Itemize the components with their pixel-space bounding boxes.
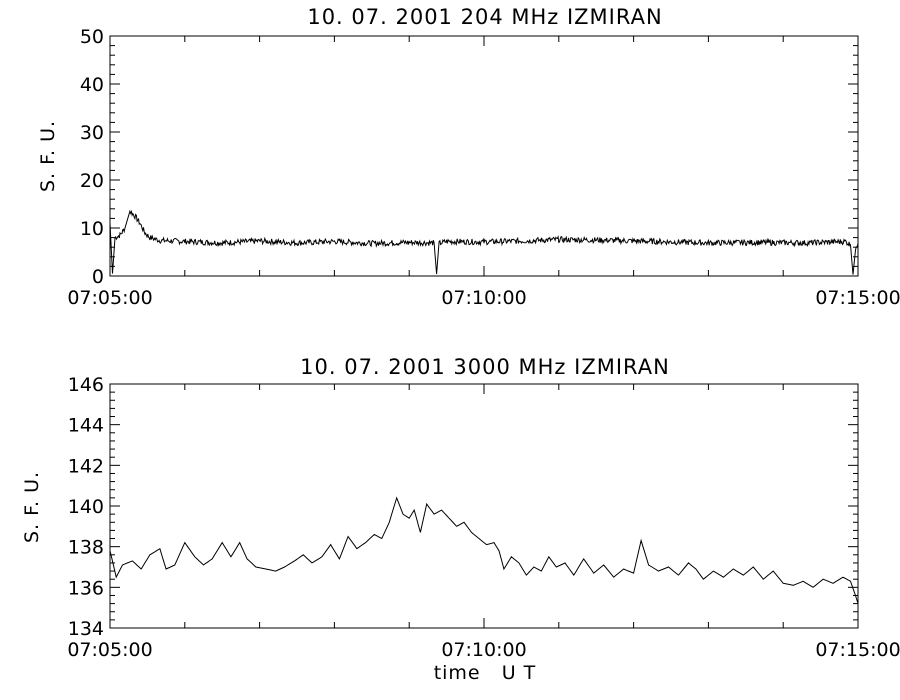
x-tick-labels: 07:05:00 07:10:00 07:15:00 <box>67 287 900 309</box>
chart-panel-3000mhz: 10. 07. 2001 3000 MHz IZMIRAN 1341361381… <box>21 355 900 684</box>
y-tick-label: 140 <box>68 496 104 518</box>
x-tick-label: 07:05:00 <box>67 287 152 309</box>
y-tick-label: 142 <box>68 455 104 477</box>
y-tick-labels: 0 10 20 30 40 50 <box>80 26 104 288</box>
x-tick-label: 07:15:00 <box>815 287 900 309</box>
y-tick-labels: 134 136 138 140 142 144 146 <box>68 374 104 640</box>
chart-title: 10. 07. 2001 204 MHz IZMIRAN <box>307 5 662 29</box>
y-tick-label: 138 <box>68 537 104 559</box>
x-tick-label: 07:10:00 <box>441 287 526 309</box>
y-tick-label: 136 <box>68 577 104 599</box>
y-tick-label: 10 <box>80 218 104 240</box>
y-tick-label: 0 <box>92 266 104 288</box>
x-tick-labels: 07:05:00 07:10:00 07:15:00 <box>67 639 900 661</box>
x-tick-label: 07:05:00 <box>67 639 152 661</box>
y-axis-label: S. F. U. <box>37 120 59 192</box>
x-axis-label: time U T <box>434 662 537 684</box>
y-tick-label: 20 <box>80 170 104 192</box>
y-tick-label: 40 <box>80 74 104 96</box>
y-tick-label: 146 <box>68 374 104 396</box>
y-axis-label: S. F. U. <box>21 471 43 543</box>
series-line-3000mhz <box>109 496 859 604</box>
chart-title: 10. 07. 2001 3000 MHz IZMIRAN <box>300 355 670 379</box>
x-tick-label: 07:10:00 <box>441 639 526 661</box>
y-tick-label: 134 <box>68 618 104 640</box>
tick-marks <box>109 35 859 277</box>
y-tick-label: 50 <box>80 26 104 48</box>
chart-panel-204mhz: 10. 07. 2001 204 MHz IZMIRAN 0 10 20 30 40 50… <box>37 5 900 309</box>
plot-area-frame <box>109 383 859 629</box>
x-tick-label: 07:15:00 <box>815 639 900 661</box>
plot-area-frame <box>109 35 859 277</box>
tick-marks <box>109 383 859 629</box>
y-tick-label: 30 <box>80 122 104 144</box>
y-tick-label: 144 <box>68 415 104 437</box>
series-line-204mhz <box>109 209 859 275</box>
